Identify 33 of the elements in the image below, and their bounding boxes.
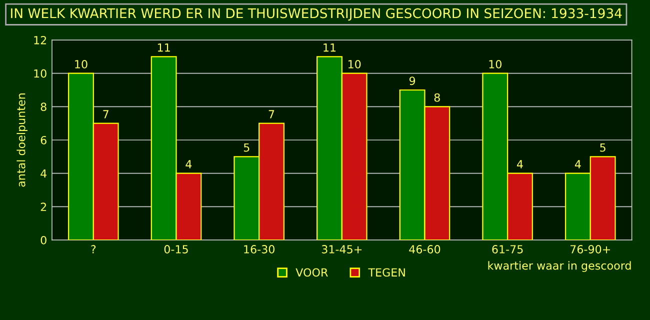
data-label: 10 bbox=[489, 60, 502, 68]
x-tick-label: 76-90+ bbox=[570, 245, 610, 254]
data-label: 4 bbox=[186, 160, 192, 168]
y-axis-title: antal doelpunten bbox=[16, 94, 28, 187]
x-axis-title: kwartier waar in gescoord bbox=[488, 261, 631, 272]
data-label: 5 bbox=[244, 143, 250, 152]
x-tick-label: 0-15 bbox=[164, 245, 188, 254]
data-label: 7 bbox=[268, 110, 274, 118]
legend-label: TEGEN bbox=[368, 268, 405, 277]
y-tick-label: 12 bbox=[34, 36, 46, 44]
y-tick-label: 0 bbox=[40, 236, 46, 244]
data-label: 9 bbox=[409, 76, 416, 86]
x-tick-label: ? bbox=[91, 245, 96, 254]
x-tick-label: 61-75 bbox=[492, 245, 523, 254]
data-label: 10 bbox=[348, 60, 361, 68]
data-label: 10 bbox=[75, 60, 88, 68]
data-label: 4 bbox=[574, 160, 581, 168]
y-tick-label: 6 bbox=[40, 136, 46, 144]
data-label: 11 bbox=[324, 43, 336, 52]
y-tick-label: 10 bbox=[34, 69, 46, 78]
data-label: 5 bbox=[600, 143, 606, 152]
data-label: 11 bbox=[158, 43, 170, 52]
y-tick-label: 4 bbox=[40, 169, 47, 178]
data-label: 7 bbox=[103, 110, 108, 118]
y-tick-label: 8 bbox=[40, 102, 46, 112]
x-tick-label: 46-60 bbox=[409, 245, 440, 254]
data-label: 8 bbox=[434, 93, 440, 102]
x-tick-label: 16-30 bbox=[244, 245, 274, 254]
legend-label: VOOR bbox=[296, 268, 328, 277]
data-label: 4 bbox=[516, 160, 523, 168]
chart-title: IN WELK KWARTIER WERD ER IN DE THUISWEDSTRIJDEN GESCOORD IN SEIZOEN: 1933-1934 bbox=[11, 8, 622, 21]
x-tick-label: 31-45+ bbox=[322, 245, 362, 254]
y-tick-label: 2 bbox=[40, 202, 46, 211]
